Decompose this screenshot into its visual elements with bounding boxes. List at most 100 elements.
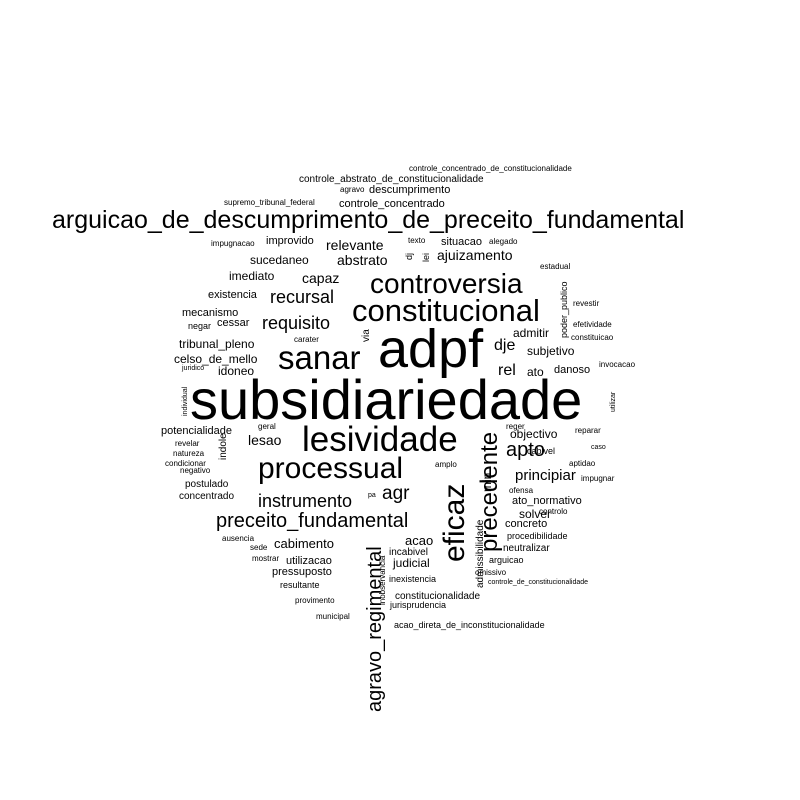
word-23: descumprimento — [369, 184, 451, 196]
word-27: relevante — [326, 237, 384, 253]
word-90: cabimento — [274, 536, 334, 551]
word-103: arguicao — [489, 555, 524, 565]
word-33: lei — [421, 252, 431, 262]
word-50: rel — [498, 362, 516, 379]
word-17: principiar — [515, 467, 576, 484]
word-79: impugnar — [581, 474, 615, 483]
word-2: arguicao_de_descumprimento_de_preceito_f… — [52, 206, 685, 234]
word-58: constituicao — [571, 333, 614, 342]
word-70: lesao — [248, 432, 282, 448]
word-105: constitucionalidade — [395, 591, 481, 602]
word-77: amplo — [435, 460, 457, 469]
word-36: capaz — [302, 270, 340, 286]
word-100: inobservancia — [378, 555, 387, 605]
word-107: controle_de_constitucionalidade — [488, 579, 589, 586]
word-87: ausencia — [222, 534, 255, 543]
word-53: subjetivo — [527, 344, 575, 358]
word-43: celso_de_mello — [174, 352, 258, 366]
word-18: ajuizamento — [437, 247, 513, 263]
word-59: invocacao — [599, 360, 636, 369]
word-48: via — [361, 329, 372, 342]
word-86: pa — [368, 492, 376, 499]
word-25: impugnacao — [211, 239, 255, 248]
word-5: constitucional — [352, 293, 540, 328]
word-98: judicial — [393, 556, 430, 570]
word-76: aptidao — [569, 459, 596, 468]
word-35: imediato — [229, 269, 275, 283]
word-46: individual — [182, 386, 189, 416]
word-92: pressuposto — [272, 566, 332, 578]
word-102: neutralizar — [503, 543, 550, 554]
word-55: poder_publico — [559, 281, 569, 338]
word-69: indole — [218, 433, 229, 460]
word-6: controversia — [370, 268, 523, 299]
word-11: preceito_fundamental — [216, 510, 409, 532]
word-34: sucedaneo — [250, 253, 309, 267]
word-94: provimento — [295, 596, 335, 605]
word-84: concreto — [505, 518, 548, 530]
word-56: revestir — [573, 299, 600, 308]
word-49: dje — [494, 337, 516, 354]
word-15: apto — [506, 439, 545, 461]
word-108: acao_direta_de_inconstitucionalidade — [394, 620, 545, 630]
word-37: estadual — [540, 262, 571, 271]
word-71: reger — [506, 422, 525, 431]
word-88: sede — [250, 543, 268, 552]
word-1: adpf — [378, 319, 484, 379]
word-99: inexistencia — [389, 574, 437, 584]
word-7: processual — [258, 452, 404, 485]
word-82: solver — [519, 507, 552, 521]
word-89: mostrar — [252, 554, 280, 563]
word-8: eficaz — [438, 483, 471, 562]
word-104: omissivo — [475, 568, 507, 577]
word-47: carater — [294, 335, 319, 344]
word-38: existencia — [208, 289, 257, 301]
word-0: subsidiariedade — [190, 368, 583, 431]
word-22: agravo — [340, 185, 365, 194]
word-95: municipal — [316, 612, 350, 621]
word-52: danoso — [554, 364, 591, 376]
word-74: caso — [591, 444, 606, 451]
word-54: admitir — [513, 326, 550, 340]
word-29: texto — [408, 236, 426, 245]
word-12: instrumento — [258, 491, 353, 511]
word-85: procedibilidade — [507, 531, 568, 541]
word-81: ato_normativo — [512, 495, 582, 507]
word-21: supremo_tribunal_federal — [224, 198, 315, 207]
word-40: negar — [188, 321, 212, 331]
word-83: controlo — [539, 507, 568, 516]
word-75: cabivel — [527, 446, 556, 456]
word-64: condicionar — [165, 459, 206, 468]
word-106: jurisprudencia — [390, 600, 447, 610]
word-93: resultante — [280, 580, 320, 590]
word-32: dj — [404, 252, 414, 260]
word-3: lesividade — [302, 420, 458, 459]
word-39: mecanismo — [182, 307, 239, 319]
word-44: idoneo — [218, 364, 255, 378]
word-4: sanar — [278, 339, 361, 376]
word-73: reparar — [575, 426, 601, 435]
word-16: agr — [382, 483, 410, 504]
word-61: potencialidade — [161, 425, 232, 437]
word-30: situacao — [441, 236, 482, 248]
word-28: abstrato — [337, 252, 388, 268]
word-41: cessar — [217, 317, 250, 329]
word-31: alegado — [489, 237, 518, 246]
word-45: juridico — [182, 365, 205, 372]
word-80: ofensa — [509, 486, 534, 495]
word-97: incabivel — [389, 547, 428, 558]
word-14: recursal — [270, 287, 335, 307]
word-62: revelar — [175, 439, 200, 448]
word-65: negativo — [180, 466, 211, 475]
word-42: tribunal_pleno — [179, 337, 255, 351]
word-66: postulado — [185, 479, 229, 490]
word-60: utilizar — [610, 391, 617, 412]
word-24: controle_concentrado — [339, 198, 445, 210]
word-67: concentrado — [179, 491, 235, 502]
word-63: natureza — [173, 449, 205, 458]
word-72: objectivo — [510, 427, 558, 441]
word-68: geral — [258, 422, 276, 431]
word-101: admissibilidade — [475, 519, 486, 588]
word-13: requisito — [262, 313, 331, 333]
